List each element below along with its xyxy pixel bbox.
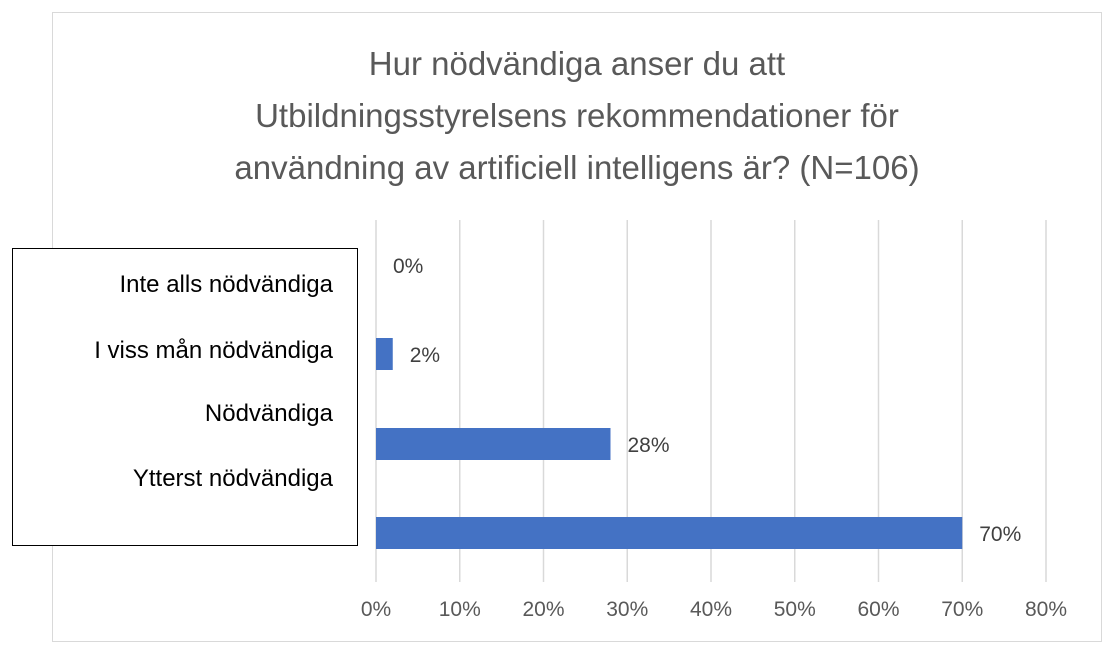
- bar: [376, 517, 963, 549]
- x-tick-label: 50%: [774, 598, 816, 621]
- bar-data-label: 28%: [628, 434, 670, 457]
- x-tick-label: 80%: [1025, 598, 1067, 621]
- x-tick-label: 0%: [361, 598, 391, 621]
- x-tick-label: 30%: [606, 598, 648, 621]
- bar: [376, 428, 611, 460]
- category-label-box: Inte alls nödvändiga I viss mån nödvändi…: [12, 248, 358, 546]
- bar-data-label: 0%: [393, 255, 423, 278]
- x-tick-label: 60%: [857, 598, 899, 621]
- chart-title-line-2: Utbildningsstyrelsens rekommendationer f…: [255, 97, 899, 134]
- category-label-i-viss-man: I viss mån nödvändiga: [94, 337, 333, 364]
- bar-data-label: 70%: [979, 523, 1021, 546]
- chart-title: Hur nödvändiga anser du att Utbildningss…: [52, 38, 1102, 194]
- x-tick-label: 70%: [941, 598, 983, 621]
- category-label-inte-alls: Inte alls nödvändiga: [119, 271, 334, 298]
- x-tick-label: 40%: [690, 598, 732, 621]
- chart-title-line-3: användning av artificiell intelligens är…: [234, 149, 920, 186]
- x-tick-label: 20%: [522, 598, 564, 621]
- x-tick-label: 10%: [439, 598, 481, 621]
- chart-title-line-1: Hur nödvändiga anser du att: [368, 45, 786, 82]
- bar-data-label: 2%: [410, 344, 440, 367]
- category-label-ytterst: Ytterst nödvändiga: [132, 465, 333, 492]
- category-label-nodvandiga: Nödvändiga: [204, 400, 333, 427]
- bar: [376, 338, 393, 370]
